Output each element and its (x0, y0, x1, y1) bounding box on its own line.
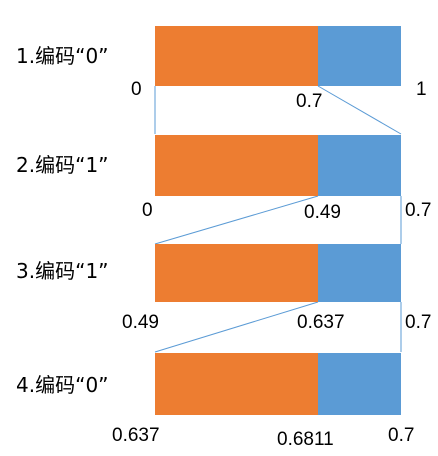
connector-1-right (317, 85, 402, 135)
step-1-tick-split: 0.7 (296, 91, 322, 112)
step-4-label: 4.编码“0” (16, 373, 109, 397)
step-3: 3.编码“1” 0.49 0.637 0.7 (16, 244, 431, 333)
step-1: 1.编码“0” 0 0.7 1 (16, 26, 427, 112)
step-1-tick-start: 0 (131, 79, 142, 100)
step-1-tick-end: 1 (416, 79, 427, 100)
step-2-bar-orange-segment (155, 135, 318, 196)
step-1-bar-blue-segment (318, 26, 401, 86)
step-1-bar-orange-segment (155, 26, 318, 86)
step-3-bar-orange-segment (155, 244, 318, 302)
step-3-bar-blue-segment (318, 244, 401, 302)
step-2: 2.编码“1” 0 0.49 0.7 (16, 135, 431, 223)
step-2-tick-end: 0.7 (405, 200, 431, 221)
step-1-label: 1.编码“0” (16, 44, 109, 68)
step-3-tick-end: 0.7 (405, 312, 431, 333)
step-3-label: 3.编码“1” (16, 259, 109, 283)
step-4-tick-split: 0.6811 (277, 429, 334, 450)
connector-3-left (154, 301, 319, 353)
step-4: 4.编码“0” 0.637 0.6811 0.7 (16, 353, 414, 450)
step-4-tick-end: 0.7 (388, 425, 414, 446)
step-4-tick-start: 0.637 (112, 425, 160, 446)
step-2-tick-split: 0.49 (304, 202, 341, 223)
step-4-bar-orange-segment (155, 353, 318, 415)
step-3-tick-split: 0.637 (297, 312, 345, 333)
step-4-bar-blue-segment (318, 353, 401, 415)
step-2-tick-start: 0 (142, 200, 153, 221)
step-3-tick-start: 0.49 (122, 312, 159, 333)
step-2-bar-blue-segment (318, 135, 401, 196)
connector-2-left (154, 195, 319, 245)
step-2-label: 2.编码“1” (16, 153, 109, 177)
